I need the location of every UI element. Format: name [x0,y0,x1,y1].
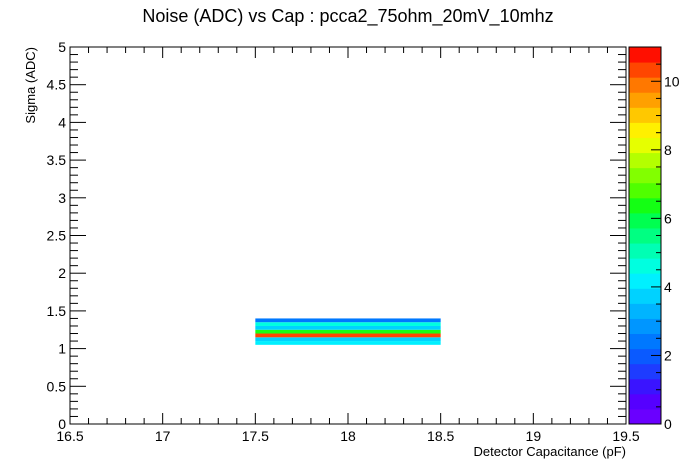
heatmap-cell [255,318,441,323]
y-axis: 0 0.5 1 1.5 2 2.5 3 3.5 4 4.5 5 [47,39,626,432]
color-scale: 0 2 4 6 8 10 [628,46,680,432]
y-tick-label: 1 [58,341,66,357]
color-scale-swatch [629,378,661,395]
heatmap-cells [255,318,441,345]
y-tick-label: 4.5 [47,77,67,93]
heatmap-cell [255,325,441,330]
color-scale-swatch [629,273,661,289]
color-scale-swatch [629,152,661,169]
color-scale-label: 8 [664,142,672,158]
y-tick-label: 1.5 [47,303,67,319]
x-tick-label: 19 [526,428,542,444]
color-scale-label: 2 [664,347,672,363]
heatmap-cell [255,341,441,345]
x-tick-label: 16.5 [56,428,83,444]
heatmap-cell [255,333,441,338]
heatmap-cell [255,322,441,326]
color-scale-label: 10 [664,73,680,89]
y-tick-label: 2 [58,265,66,281]
color-scale-swatch [629,62,661,78]
color-scale-swatch [629,227,661,244]
x-tick-label: 17.5 [242,428,269,444]
color-scale-swatch [629,393,661,410]
color-scale-swatch [629,137,661,154]
heatmap-cell [255,337,441,342]
y-axis-label: Sigma (ADC) [23,47,38,124]
color-scale-swatch [629,77,661,93]
chart-title: Noise (ADC) vs Cap : pcca2_75ohm_20mV_10… [142,6,553,27]
color-scale-swatch [629,243,661,259]
x-axis: 16.5 17 17.5 18 18.5 19 19.5 [56,47,640,444]
color-scale-swatch [629,318,661,335]
color-scale-swatch [629,258,661,274]
color-scale-swatch [629,333,661,350]
color-scale-swatch [629,182,661,199]
color-scale-swatch [629,303,661,319]
color-scale-label: 0 [664,416,672,432]
color-scale-swatch [629,408,661,425]
y-tick-label: 3 [58,190,66,206]
color-scale-swatch [629,212,661,229]
color-scale-swatch [629,92,661,108]
y-tick-label: 0 [58,416,66,432]
color-scale-swatch [629,167,661,184]
x-tick-label: 19.5 [612,428,639,444]
y-tick-label: 2.5 [47,228,67,244]
color-scale-swatch [629,197,661,214]
color-scale-swatch [629,363,661,380]
color-scale-swatch [629,107,661,123]
color-scale-swatch [629,47,661,63]
x-axis-label: Detector Capacitance (pF) [474,444,626,459]
y-tick-label: 3.5 [47,152,67,168]
color-scale-swatch [629,122,661,138]
heatmap-cell [255,329,441,334]
y-tick-label: 4 [58,114,66,130]
plot-frame [69,46,627,425]
y-tick-label: 0.5 [47,378,67,394]
color-scale-swatch [629,288,661,304]
x-tick-label: 18.5 [427,428,454,444]
color-scale-label: 6 [664,210,672,226]
x-tick-label: 17 [155,428,171,444]
x-tick-label: 18 [340,428,356,444]
color-scale-label: 4 [664,279,672,295]
color-scale-swatch [629,348,661,365]
y-tick-label: 5 [58,39,66,55]
